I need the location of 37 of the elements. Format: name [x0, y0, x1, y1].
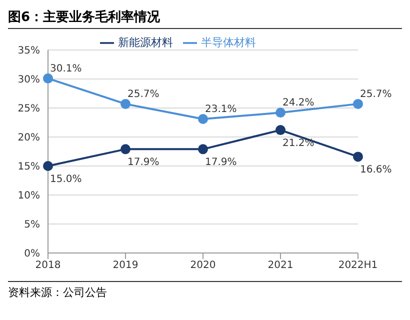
- data-label: 17.9%: [205, 157, 237, 168]
- data-label: 25.7%: [128, 88, 160, 100]
- data-label: 16.6%: [360, 164, 392, 176]
- y-tick-label: 10%: [18, 190, 40, 202]
- legend-label: 半导体材料: [201, 36, 256, 49]
- data-label: 23.1%: [205, 104, 237, 116]
- text: 资料来源：公司公告: [8, 281, 402, 300]
- x-tick-label: 2019: [112, 260, 138, 272]
- y-tick-label: 15%: [18, 162, 40, 173]
- data-label: 15.0%: [50, 174, 82, 185]
- x-tick-label: 2022H1: [338, 260, 378, 272]
- y-tick-label: 5%: [24, 220, 40, 231]
- y-tick-label: 0%: [24, 248, 40, 260]
- point: [43, 73, 53, 84]
- x-tick-label: 2018: [35, 260, 61, 272]
- x-tick-label: 2021: [268, 260, 294, 272]
- data-label: 17.9%: [128, 157, 160, 168]
- y-tick-label: 20%: [18, 132, 40, 144]
- data-label: 24.2%: [282, 98, 314, 109]
- chart-title: 图6：主要业务毛利率情况: [8, 8, 402, 29]
- data-label: 25.7%: [360, 88, 392, 100]
- legend-label: 新能源材料: [118, 36, 173, 49]
- point: [198, 144, 208, 154]
- data-label: 21.2%: [282, 138, 314, 150]
- point: [353, 152, 363, 162]
- y-tick-label: 35%: [18, 46, 40, 57]
- point: [353, 98, 363, 109]
- point: [43, 161, 53, 171]
- point: [276, 108, 286, 118]
- point: [120, 144, 130, 154]
- point: [198, 114, 208, 124]
- point: [120, 98, 130, 109]
- y-tick-label: 25%: [18, 104, 40, 115]
- point: [276, 125, 286, 136]
- x-tick-label: 2020: [190, 260, 216, 272]
- y-tick-label: 30%: [18, 74, 40, 86]
- data-label: 30.1%: [50, 63, 82, 74]
